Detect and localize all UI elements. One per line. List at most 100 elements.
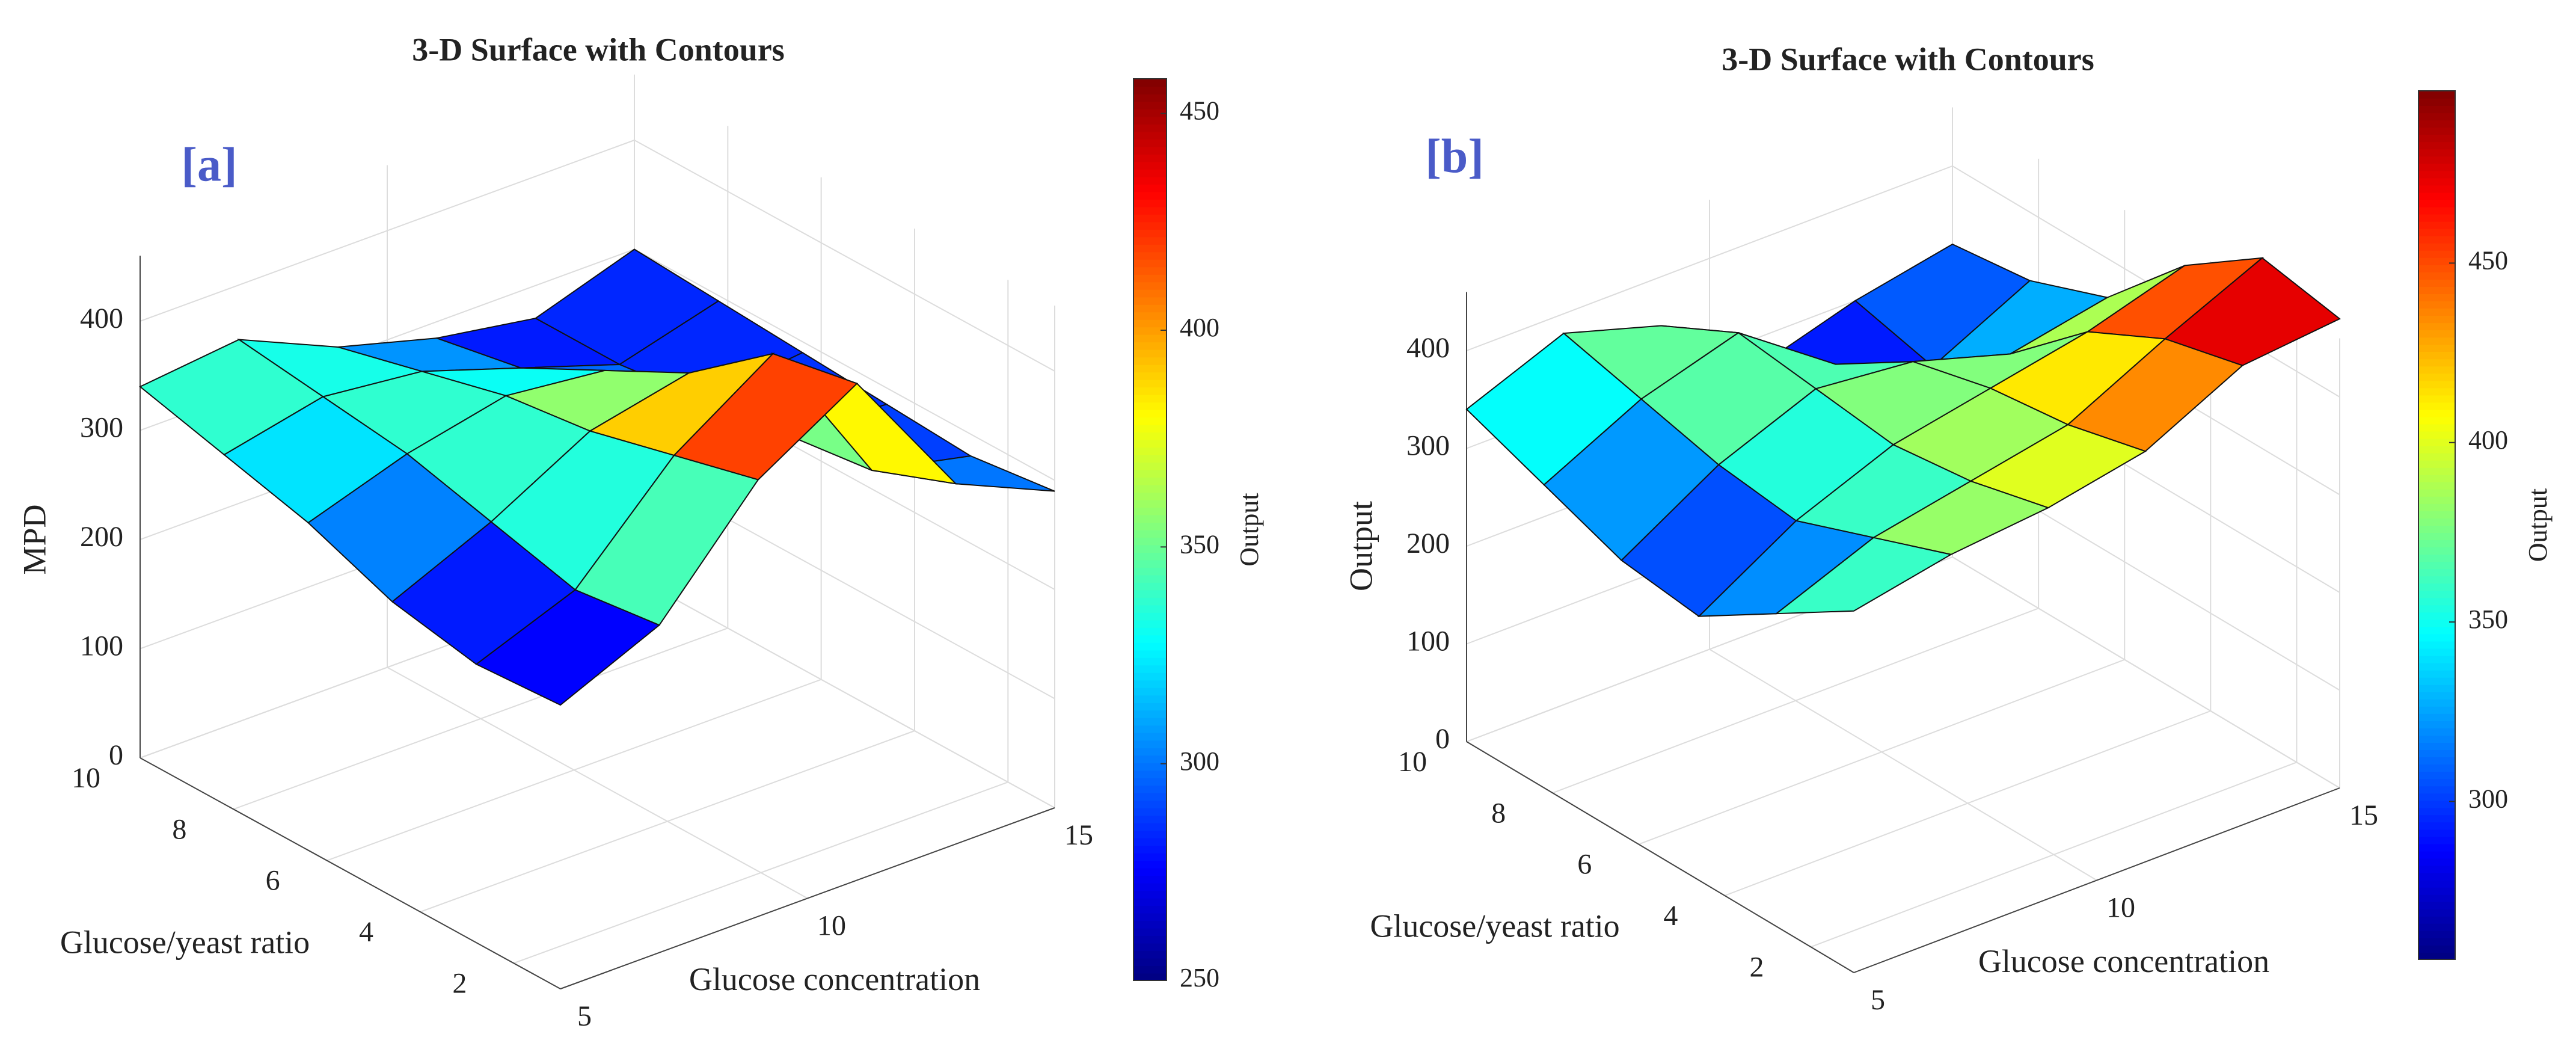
colorbar-step	[1133, 882, 1167, 891]
x-grid-line	[1709, 648, 2097, 881]
colorbar-step	[2418, 822, 2455, 830]
colorbar-step	[2418, 330, 2455, 338]
z-tick-label: 100	[80, 630, 123, 662]
colorbar-step	[1133, 522, 1167, 531]
colorbar-step	[2418, 105, 2455, 114]
colorbar-step	[2418, 583, 2455, 591]
chart-title: 3-D Surface with Contours	[412, 31, 784, 67]
colorbar-step	[2418, 786, 2455, 794]
colorbar-step	[1133, 327, 1167, 335]
colorbar-step	[1133, 379, 1167, 388]
z-tick-label: 100	[1406, 626, 1450, 657]
colorbar-step	[1133, 153, 1167, 162]
colorbar-step	[2418, 185, 2455, 193]
colorbar-step	[2418, 503, 2455, 511]
colorbar-step	[1133, 927, 1167, 937]
colorbar-step	[2418, 612, 2455, 620]
z-tick-label: 0	[1435, 723, 1450, 755]
colorbar-step	[2418, 858, 2455, 866]
colorbar-step	[1133, 319, 1167, 328]
colorbar-step	[1133, 672, 1167, 681]
colorbar-step	[1133, 597, 1167, 606]
colorbar-step	[1133, 454, 1167, 463]
colorbar-step	[1133, 281, 1167, 290]
colorbar-step	[1133, 657, 1167, 666]
colorbar-step	[1133, 680, 1167, 688]
y-tick-label: 8	[1491, 797, 1506, 829]
y-tick-label: 2	[1749, 951, 1764, 983]
colorbar-step	[2418, 300, 2455, 309]
surface-patch	[475, 589, 661, 706]
y-tick-label: 4	[1663, 900, 1678, 932]
colorbar-step	[1133, 589, 1167, 598]
colorbar-step	[1133, 604, 1167, 613]
x-axis-label: Glucose concentration	[689, 961, 980, 997]
colorbar-step	[2418, 887, 2455, 895]
colorbar-tick-label: 450	[1180, 96, 1219, 126]
colorbar-step	[1133, 702, 1167, 711]
colorbar-step	[2418, 98, 2455, 106]
surface-patch	[1774, 537, 1953, 615]
colorbar-step	[1133, 108, 1167, 117]
colorbar-step	[2418, 358, 2455, 367]
x-tick-label: 5	[1871, 984, 1885, 1016]
colorbar-step	[2418, 727, 2455, 736]
colorbar-step	[1133, 86, 1167, 94]
colorbar-step	[2418, 843, 2455, 852]
y-tick-label: 4	[359, 916, 373, 948]
colorbar-step	[1133, 439, 1167, 448]
colorbar-step	[2418, 387, 2455, 396]
x-tick-label: 15	[2349, 799, 2378, 831]
colorbar-step	[1133, 349, 1167, 358]
colorbar-step	[2418, 127, 2455, 135]
colorbar-step	[1133, 747, 1167, 756]
colorbar-step	[2418, 554, 2455, 562]
y-grid-line	[233, 627, 728, 810]
colorbar-step	[2418, 163, 2455, 171]
y-tick-label: 6	[266, 865, 280, 897]
colorbar-step	[1133, 514, 1167, 523]
colorbar-step	[2418, 149, 2455, 157]
colorbar-step	[2418, 749, 2455, 758]
colorbar-step	[1133, 161, 1167, 170]
colorbar-step	[1133, 635, 1167, 643]
colorbar-tick-label: 400	[2468, 425, 2508, 455]
colorbar-step	[2418, 662, 2455, 671]
colorbar-step	[2418, 91, 2455, 99]
colorbar-step	[2418, 416, 2455, 425]
y-grid-line	[1552, 608, 2039, 794]
colorbar-step	[1133, 312, 1167, 320]
colorbar-step	[1133, 852, 1167, 861]
colorbar-step	[1133, 687, 1167, 696]
colorbar-step	[2418, 734, 2455, 743]
colorbar-step	[1133, 469, 1167, 478]
colorbar-step	[1133, 477, 1167, 485]
colorbar-step	[2418, 214, 2455, 222]
colorbar-step	[1133, 236, 1167, 245]
colorbar-tick-label: 300	[1180, 746, 1219, 776]
colorbar-step	[1133, 499, 1167, 508]
colorbar-step	[2418, 626, 2455, 635]
colorbar-step	[2418, 829, 2455, 837]
colorbar-step	[1133, 266, 1167, 275]
x-tick-label: 10	[817, 910, 846, 942]
colorbar-step	[1133, 394, 1167, 403]
colorbar-step	[2418, 431, 2455, 439]
colorbar-step	[1133, 552, 1167, 561]
colorbar-step	[2418, 120, 2455, 128]
colorbar-step	[2418, 742, 2455, 751]
colorbar-step	[1133, 259, 1167, 268]
colorbar-step	[2418, 540, 2455, 548]
colorbar-step	[2418, 141, 2455, 150]
colorbar-step	[1133, 176, 1167, 185]
colorbar-step	[1133, 582, 1167, 591]
colorbar-step	[1133, 612, 1167, 621]
colorbar-step	[2418, 778, 2455, 787]
colorbar-step	[2418, 134, 2455, 143]
colorbar-step	[2418, 764, 2455, 772]
colorbar-step	[2418, 937, 2455, 946]
colorbar-step	[2418, 112, 2455, 121]
